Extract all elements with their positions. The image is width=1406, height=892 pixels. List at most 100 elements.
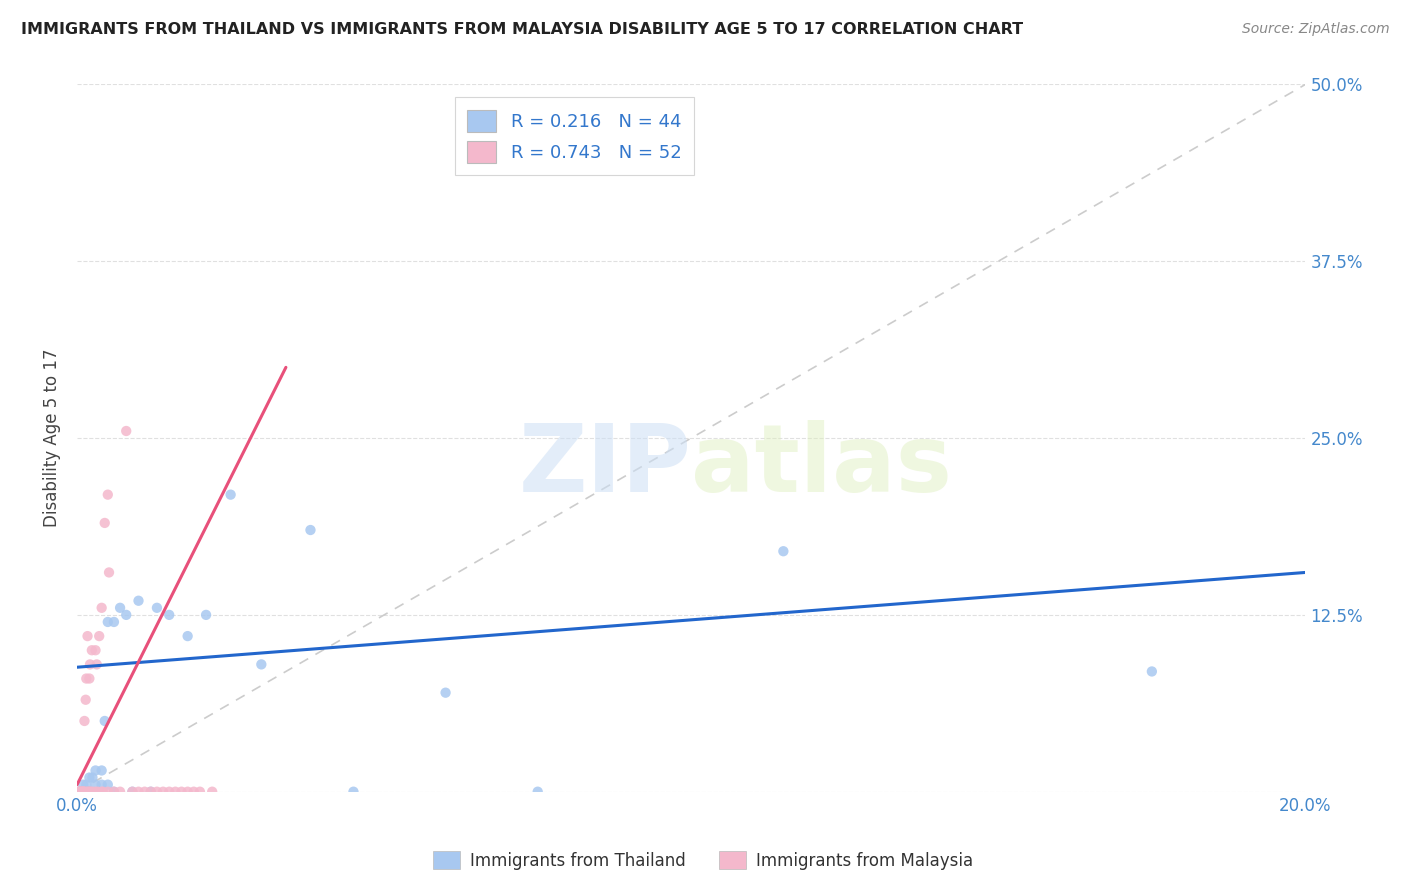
- Point: [79, 785, 101, 799]
- Point: [70, 785, 93, 799]
- Point: [80, 643, 103, 657]
- Point: [115, 607, 138, 622]
- Y-axis label: Disability Age 5 to 17: Disability Age 5 to 17: [44, 349, 60, 527]
- Point: [75, 778, 97, 792]
- Point: [219, 488, 242, 502]
- Point: [139, 785, 162, 799]
- Point: [139, 785, 162, 799]
- Point: [79, 771, 101, 785]
- Point: [97, 785, 120, 799]
- Point: [75, 785, 97, 799]
- Point: [70, 785, 93, 799]
- Point: [152, 785, 174, 799]
- Point: [108, 785, 131, 799]
- Point: [90, 778, 112, 792]
- Point: [84, 785, 107, 799]
- Text: Source: ZipAtlas.com: Source: ZipAtlas.com: [1241, 22, 1389, 37]
- Text: IMMIGRANTS FROM THAILAND VS IMMIGRANTS FROM MALAYSIA DISABILITY AGE 5 TO 17 CORR: IMMIGRANTS FROM THAILAND VS IMMIGRANTS F…: [21, 22, 1024, 37]
- Point: [76, 785, 98, 799]
- Point: [115, 424, 138, 438]
- Point: [103, 615, 125, 629]
- Point: [72, 785, 94, 799]
- Legend: Immigrants from Thailand, Immigrants from Malaysia: Immigrants from Thailand, Immigrants fro…: [426, 845, 980, 877]
- Text: atlas: atlas: [692, 420, 952, 512]
- Point: [146, 600, 169, 615]
- Point: [70, 785, 93, 799]
- Point: [91, 785, 114, 799]
- Point: [108, 600, 131, 615]
- Point: [79, 785, 101, 799]
- Point: [128, 785, 150, 799]
- Point: [82, 785, 104, 799]
- Point: [72, 785, 94, 799]
- Point: [77, 785, 100, 799]
- Point: [84, 778, 107, 792]
- Point: [342, 785, 364, 799]
- Point: [67, 785, 90, 799]
- Point: [103, 785, 125, 799]
- Point: [93, 714, 115, 728]
- Point: [76, 629, 98, 643]
- Point: [77, 785, 100, 799]
- Point: [79, 785, 101, 799]
- Point: [84, 764, 107, 778]
- Point: [84, 643, 107, 657]
- Point: [165, 785, 187, 799]
- Point: [69, 785, 91, 799]
- Point: [72, 785, 94, 799]
- Point: [121, 785, 143, 799]
- Point: [299, 523, 322, 537]
- Text: ZIP: ZIP: [519, 420, 692, 512]
- Point: [75, 692, 97, 706]
- Point: [76, 785, 98, 799]
- Point: [90, 764, 112, 778]
- Point: [201, 785, 224, 799]
- Point: [86, 657, 108, 672]
- Point: [103, 785, 125, 799]
- Point: [72, 785, 94, 799]
- Point: [183, 785, 205, 799]
- Point: [73, 785, 96, 799]
- Point: [89, 629, 111, 643]
- Point: [526, 785, 548, 799]
- Point: [134, 785, 156, 799]
- Point: [72, 785, 94, 799]
- Point: [75, 785, 97, 799]
- Point: [170, 785, 193, 799]
- Point: [82, 771, 104, 785]
- Point: [250, 657, 273, 672]
- Point: [69, 785, 91, 799]
- Point: [157, 785, 180, 799]
- Point: [72, 778, 94, 792]
- Point: [121, 785, 143, 799]
- Point: [93, 516, 115, 530]
- Legend: R = 0.216   N = 44, R = 0.743   N = 52: R = 0.216 N = 44, R = 0.743 N = 52: [454, 97, 695, 176]
- Point: [79, 672, 101, 686]
- Point: [434, 686, 457, 700]
- Point: [97, 778, 120, 792]
- Point: [87, 785, 110, 799]
- Point: [176, 629, 198, 643]
- Point: [195, 607, 218, 622]
- Point: [69, 785, 91, 799]
- Point: [69, 785, 91, 799]
- Point: [128, 593, 150, 607]
- Point: [146, 785, 169, 799]
- Point: [97, 488, 120, 502]
- Point: [98, 566, 121, 580]
- Point: [188, 785, 211, 799]
- Point: [67, 785, 90, 799]
- Point: [90, 785, 112, 799]
- Point: [157, 607, 180, 622]
- Point: [1140, 665, 1163, 679]
- Point: [79, 657, 101, 672]
- Point: [176, 785, 198, 799]
- Point: [87, 785, 110, 799]
- Point: [73, 785, 96, 799]
- Point: [69, 785, 91, 799]
- Point: [90, 600, 112, 615]
- Point: [67, 785, 90, 799]
- Point: [70, 785, 93, 799]
- Point: [79, 785, 101, 799]
- Point: [772, 544, 794, 558]
